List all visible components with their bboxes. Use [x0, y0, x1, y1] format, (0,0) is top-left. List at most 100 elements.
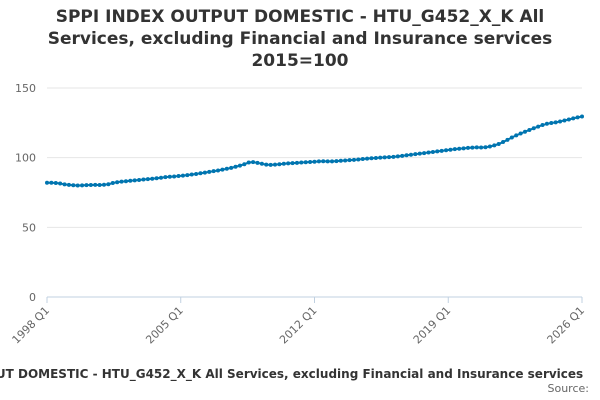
data-point[interactable]: [202, 170, 207, 175]
data-point[interactable]: [378, 155, 383, 160]
data-point[interactable]: [167, 174, 172, 179]
data-point[interactable]: [492, 143, 497, 148]
data-point[interactable]: [536, 124, 541, 129]
data-point[interactable]: [470, 145, 475, 150]
data-point[interactable]: [198, 171, 203, 176]
data-point[interactable]: [452, 147, 457, 152]
data-point[interactable]: [360, 157, 365, 162]
data-point[interactable]: [487, 144, 492, 149]
data-point[interactable]: [413, 152, 418, 157]
data-point[interactable]: [207, 169, 212, 174]
data-point[interactable]: [123, 179, 128, 184]
data-point[interactable]: [268, 162, 273, 167]
data-point[interactable]: [422, 151, 427, 156]
data-point[interactable]: [430, 149, 435, 154]
data-point[interactable]: [369, 156, 374, 161]
data-point[interactable]: [303, 160, 308, 165]
data-point[interactable]: [220, 167, 225, 172]
data-point[interactable]: [211, 169, 216, 174]
data-point[interactable]: [479, 145, 484, 150]
data-point[interactable]: [321, 159, 326, 164]
data-point[interactable]: [356, 157, 361, 162]
data-point[interactable]: [312, 159, 317, 164]
data-point[interactable]: [299, 160, 304, 165]
data-point[interactable]: [224, 166, 229, 171]
data-point[interactable]: [251, 160, 256, 165]
data-point[interactable]: [132, 178, 137, 183]
data-point[interactable]: [408, 152, 413, 157]
data-point[interactable]: [242, 162, 247, 167]
data-point[interactable]: [343, 158, 348, 163]
data-point[interactable]: [435, 149, 440, 154]
data-point[interactable]: [330, 159, 335, 164]
data-point[interactable]: [93, 182, 98, 187]
data-point[interactable]: [66, 182, 71, 187]
data-point[interactable]: [281, 161, 286, 166]
data-point[interactable]: [514, 133, 519, 138]
data-point[interactable]: [575, 115, 580, 120]
data-point[interactable]: [119, 179, 124, 184]
data-point[interactable]: [246, 160, 251, 165]
data-point[interactable]: [237, 163, 242, 168]
data-point[interactable]: [229, 165, 234, 170]
data-point[interactable]: [544, 121, 549, 126]
data-point[interactable]: [580, 114, 584, 119]
data-point[interactable]: [325, 159, 330, 164]
data-point[interactable]: [255, 160, 260, 165]
data-point[interactable]: [84, 183, 89, 188]
data-point[interactable]: [308, 159, 313, 164]
data-point[interactable]: [522, 129, 527, 134]
data-point[interactable]: [106, 182, 111, 187]
data-point[interactable]: [426, 150, 431, 155]
data-point[interactable]: [417, 151, 422, 156]
data-point[interactable]: [145, 177, 150, 182]
data-point[interactable]: [461, 146, 466, 151]
data-point[interactable]: [58, 181, 63, 186]
data-point[interactable]: [558, 119, 563, 124]
data-point[interactable]: [553, 120, 558, 125]
data-point[interactable]: [483, 145, 488, 150]
data-point[interactable]: [566, 117, 571, 122]
data-point[interactable]: [115, 180, 120, 185]
data-point[interactable]: [351, 157, 356, 162]
data-point[interactable]: [62, 182, 67, 187]
data-point[interactable]: [334, 159, 339, 164]
data-point[interactable]: [400, 153, 405, 158]
data-point[interactable]: [439, 148, 444, 153]
data-point[interactable]: [373, 155, 378, 160]
data-point[interactable]: [75, 183, 80, 188]
data-point[interactable]: [444, 148, 449, 153]
data-point[interactable]: [571, 116, 576, 121]
data-point[interactable]: [501, 140, 506, 145]
data-point[interactable]: [465, 145, 470, 150]
data-point[interactable]: [365, 156, 370, 161]
data-point[interactable]: [509, 135, 514, 140]
data-point[interactable]: [294, 160, 299, 165]
data-point[interactable]: [290, 161, 295, 166]
data-point[interactable]: [128, 178, 133, 183]
data-point[interactable]: [387, 155, 392, 160]
data-point[interactable]: [457, 146, 462, 151]
data-point[interactable]: [549, 120, 554, 125]
data-point[interactable]: [338, 158, 343, 163]
data-point[interactable]: [49, 180, 54, 185]
data-point[interactable]: [562, 118, 567, 123]
data-point[interactable]: [527, 127, 532, 132]
data-point[interactable]: [259, 161, 264, 166]
data-point[interactable]: [505, 137, 510, 142]
data-point[interactable]: [137, 177, 142, 182]
data-point[interactable]: [97, 182, 102, 187]
legend-item[interactable]: SPPI INDEX OUTPUT DOMESTIC - HTU_G452_X_…: [0, 366, 600, 382]
data-point[interactable]: [316, 159, 321, 164]
data-point[interactable]: [53, 181, 58, 186]
data-point[interactable]: [163, 175, 168, 180]
data-point[interactable]: [531, 126, 536, 131]
data-point[interactable]: [391, 154, 396, 159]
data-point[interactable]: [71, 183, 76, 188]
data-point[interactable]: [45, 180, 49, 185]
data-point[interactable]: [448, 147, 453, 152]
data-point[interactable]: [176, 174, 181, 179]
data-point[interactable]: [382, 155, 387, 160]
data-point[interactable]: [194, 171, 199, 176]
data-point[interactable]: [264, 162, 269, 167]
